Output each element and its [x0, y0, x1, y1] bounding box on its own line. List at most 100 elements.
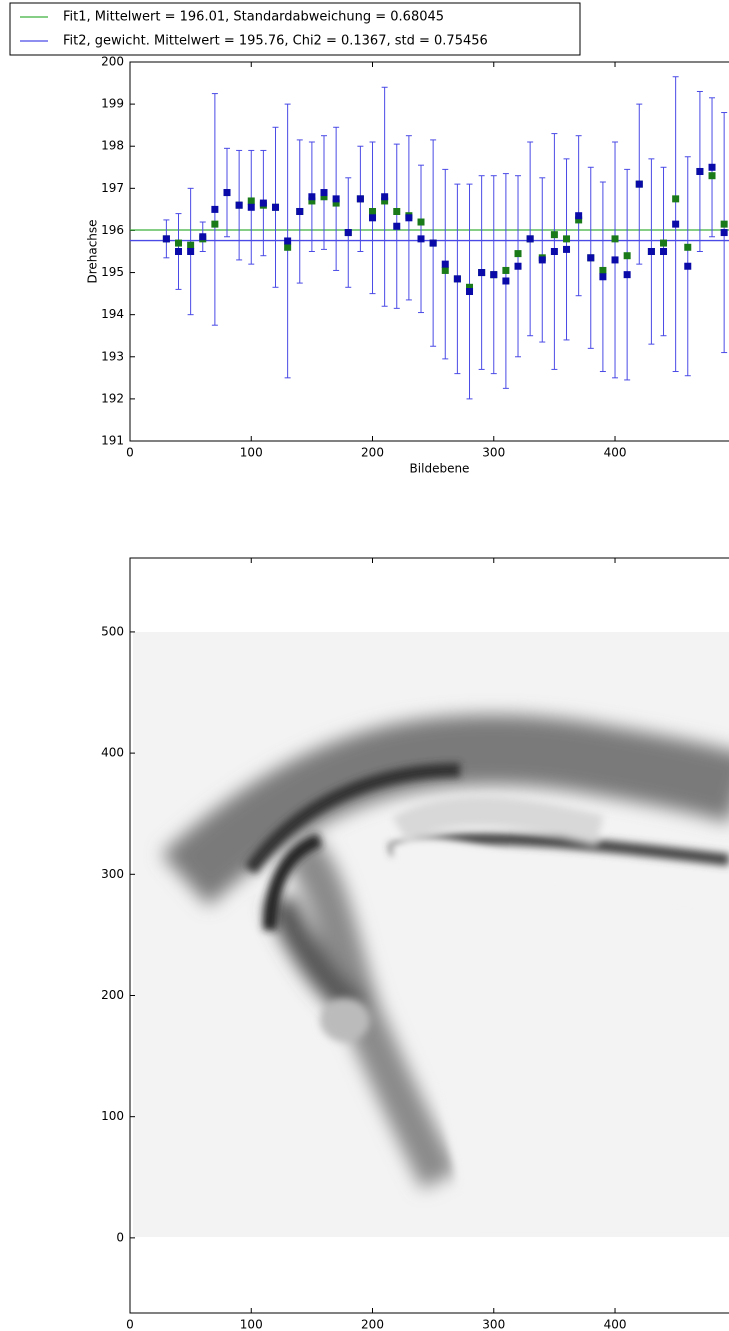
point — [284, 244, 291, 251]
point — [563, 235, 570, 242]
point — [684, 244, 691, 251]
x-tick-label: 200 — [361, 446, 384, 460]
point — [442, 261, 449, 268]
point — [418, 235, 425, 242]
point — [211, 206, 218, 213]
point — [612, 256, 619, 263]
point — [660, 240, 667, 247]
point — [357, 195, 364, 202]
point — [211, 221, 218, 228]
point — [709, 164, 716, 171]
point — [442, 267, 449, 274]
point — [236, 202, 243, 209]
point — [551, 231, 558, 238]
y-tick-label: 200 — [101, 55, 124, 69]
x-tick-label: 100 — [240, 446, 263, 460]
point — [551, 248, 558, 255]
x-tick-label: 300 — [482, 446, 505, 460]
point — [163, 235, 170, 242]
y-tick-label: 100 — [101, 1109, 124, 1123]
x-axis-label: Bildebene — [410, 462, 470, 476]
point — [381, 193, 388, 200]
point — [672, 221, 679, 228]
point — [248, 197, 255, 204]
point — [624, 271, 631, 278]
point — [187, 242, 194, 249]
point — [369, 214, 376, 221]
x-tick-label: 200 — [361, 1318, 384, 1331]
point — [199, 233, 206, 240]
point — [284, 237, 291, 244]
x-tick-label: 100 — [240, 1318, 263, 1331]
point — [684, 263, 691, 270]
x-tick-label: 300 — [482, 1318, 505, 1331]
point — [721, 221, 728, 228]
y-tick-label: 197 — [101, 181, 124, 195]
point — [466, 288, 473, 295]
point — [333, 195, 340, 202]
y-tick-label: 300 — [101, 867, 124, 881]
point — [393, 223, 400, 230]
point — [624, 252, 631, 259]
point — [599, 267, 606, 274]
point — [321, 189, 328, 196]
point — [563, 246, 570, 253]
y-tick-label: 191 — [101, 434, 124, 448]
point — [369, 208, 376, 215]
point — [405, 214, 412, 221]
point — [721, 229, 728, 236]
y-tick-label: 196 — [101, 223, 124, 237]
y-tick-label: 199 — [101, 97, 124, 111]
y-tick-label: 192 — [101, 391, 124, 405]
legend-label: Fit1, Mittelwert = 196.01, Standardabwei… — [63, 10, 444, 25]
point — [636, 181, 643, 188]
point — [502, 267, 509, 274]
point — [308, 193, 315, 200]
point — [660, 248, 667, 255]
point — [515, 263, 522, 270]
point — [418, 219, 425, 226]
point — [527, 235, 534, 242]
point — [175, 240, 182, 247]
point — [187, 248, 194, 255]
y-tick-label: 400 — [101, 746, 124, 760]
image — [133, 632, 729, 1240]
point — [587, 254, 594, 261]
y-axis-label: Drehachse — [86, 219, 100, 283]
y-tick-label: 194 — [101, 307, 124, 321]
point — [260, 200, 267, 207]
legend-label: Fit2, gewicht. Mittelwert = 195.76, Chi2… — [63, 34, 488, 49]
point — [709, 172, 716, 179]
point — [430, 240, 437, 247]
point — [175, 248, 182, 255]
point — [648, 248, 655, 255]
point — [575, 212, 582, 219]
y-tick-label: 193 — [101, 349, 124, 363]
point — [478, 269, 485, 276]
point — [599, 273, 606, 280]
point — [224, 189, 231, 196]
point — [393, 208, 400, 215]
point — [515, 250, 522, 257]
figure: 0 100 200 300 400 191 192 193 194 195 196 197 198 199… — [0, 0, 729, 1331]
point — [454, 275, 461, 282]
y-tick-label: 198 — [101, 139, 124, 153]
point — [248, 204, 255, 211]
y-tick-label: 500 — [101, 624, 124, 638]
point — [696, 168, 703, 175]
point — [296, 208, 303, 215]
x-tick-label: 0 — [126, 1318, 134, 1331]
point — [672, 195, 679, 202]
x-tick-label: 400 — [604, 446, 627, 460]
y-tick-label: 195 — [101, 265, 124, 279]
point — [502, 277, 509, 284]
x-tick-label: 400 — [604, 1318, 627, 1331]
y-tick-label: 200 — [101, 988, 124, 1002]
point — [539, 256, 546, 263]
page: {"chart_data": [ {"type": "scatter", "xl… — [0, 0, 729, 1331]
point — [490, 271, 497, 278]
point — [612, 235, 619, 242]
point — [345, 229, 352, 236]
point — [272, 204, 279, 211]
x-tick-label: 0 — [126, 446, 134, 460]
